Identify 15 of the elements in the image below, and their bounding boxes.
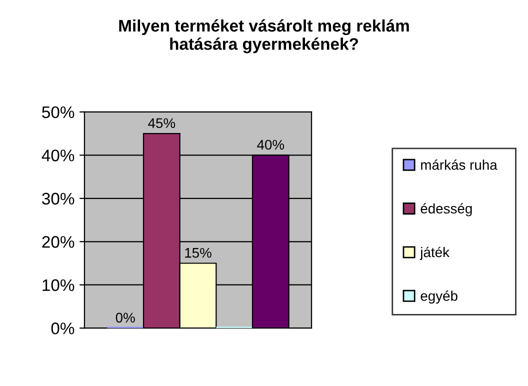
y-tick-label: 40% — [42, 150, 74, 162]
y-tick-label: 0% — [51, 322, 74, 334]
y-tick-label: 10% — [42, 279, 74, 292]
data-label: 15% — [185, 248, 212, 258]
y-tick-label: 30% — [42, 192, 74, 205]
data-label: 45% — [148, 118, 176, 128]
data-label: 0% — [116, 312, 135, 323]
chart-title: Milyen terméket vásárolt meg reklám hatására gyermekének? — [119, 19, 409, 54]
legend-label: márkás ruha — [421, 160, 498, 170]
legend-label: édesség — [420, 203, 472, 216]
legend-label: egyéb — [420, 290, 458, 304]
y-tick-label: 50% — [42, 106, 74, 118]
data-label: 40% — [257, 140, 284, 150]
legend-label: játék — [420, 246, 450, 260]
y-tick-label: 20% — [42, 236, 74, 248]
